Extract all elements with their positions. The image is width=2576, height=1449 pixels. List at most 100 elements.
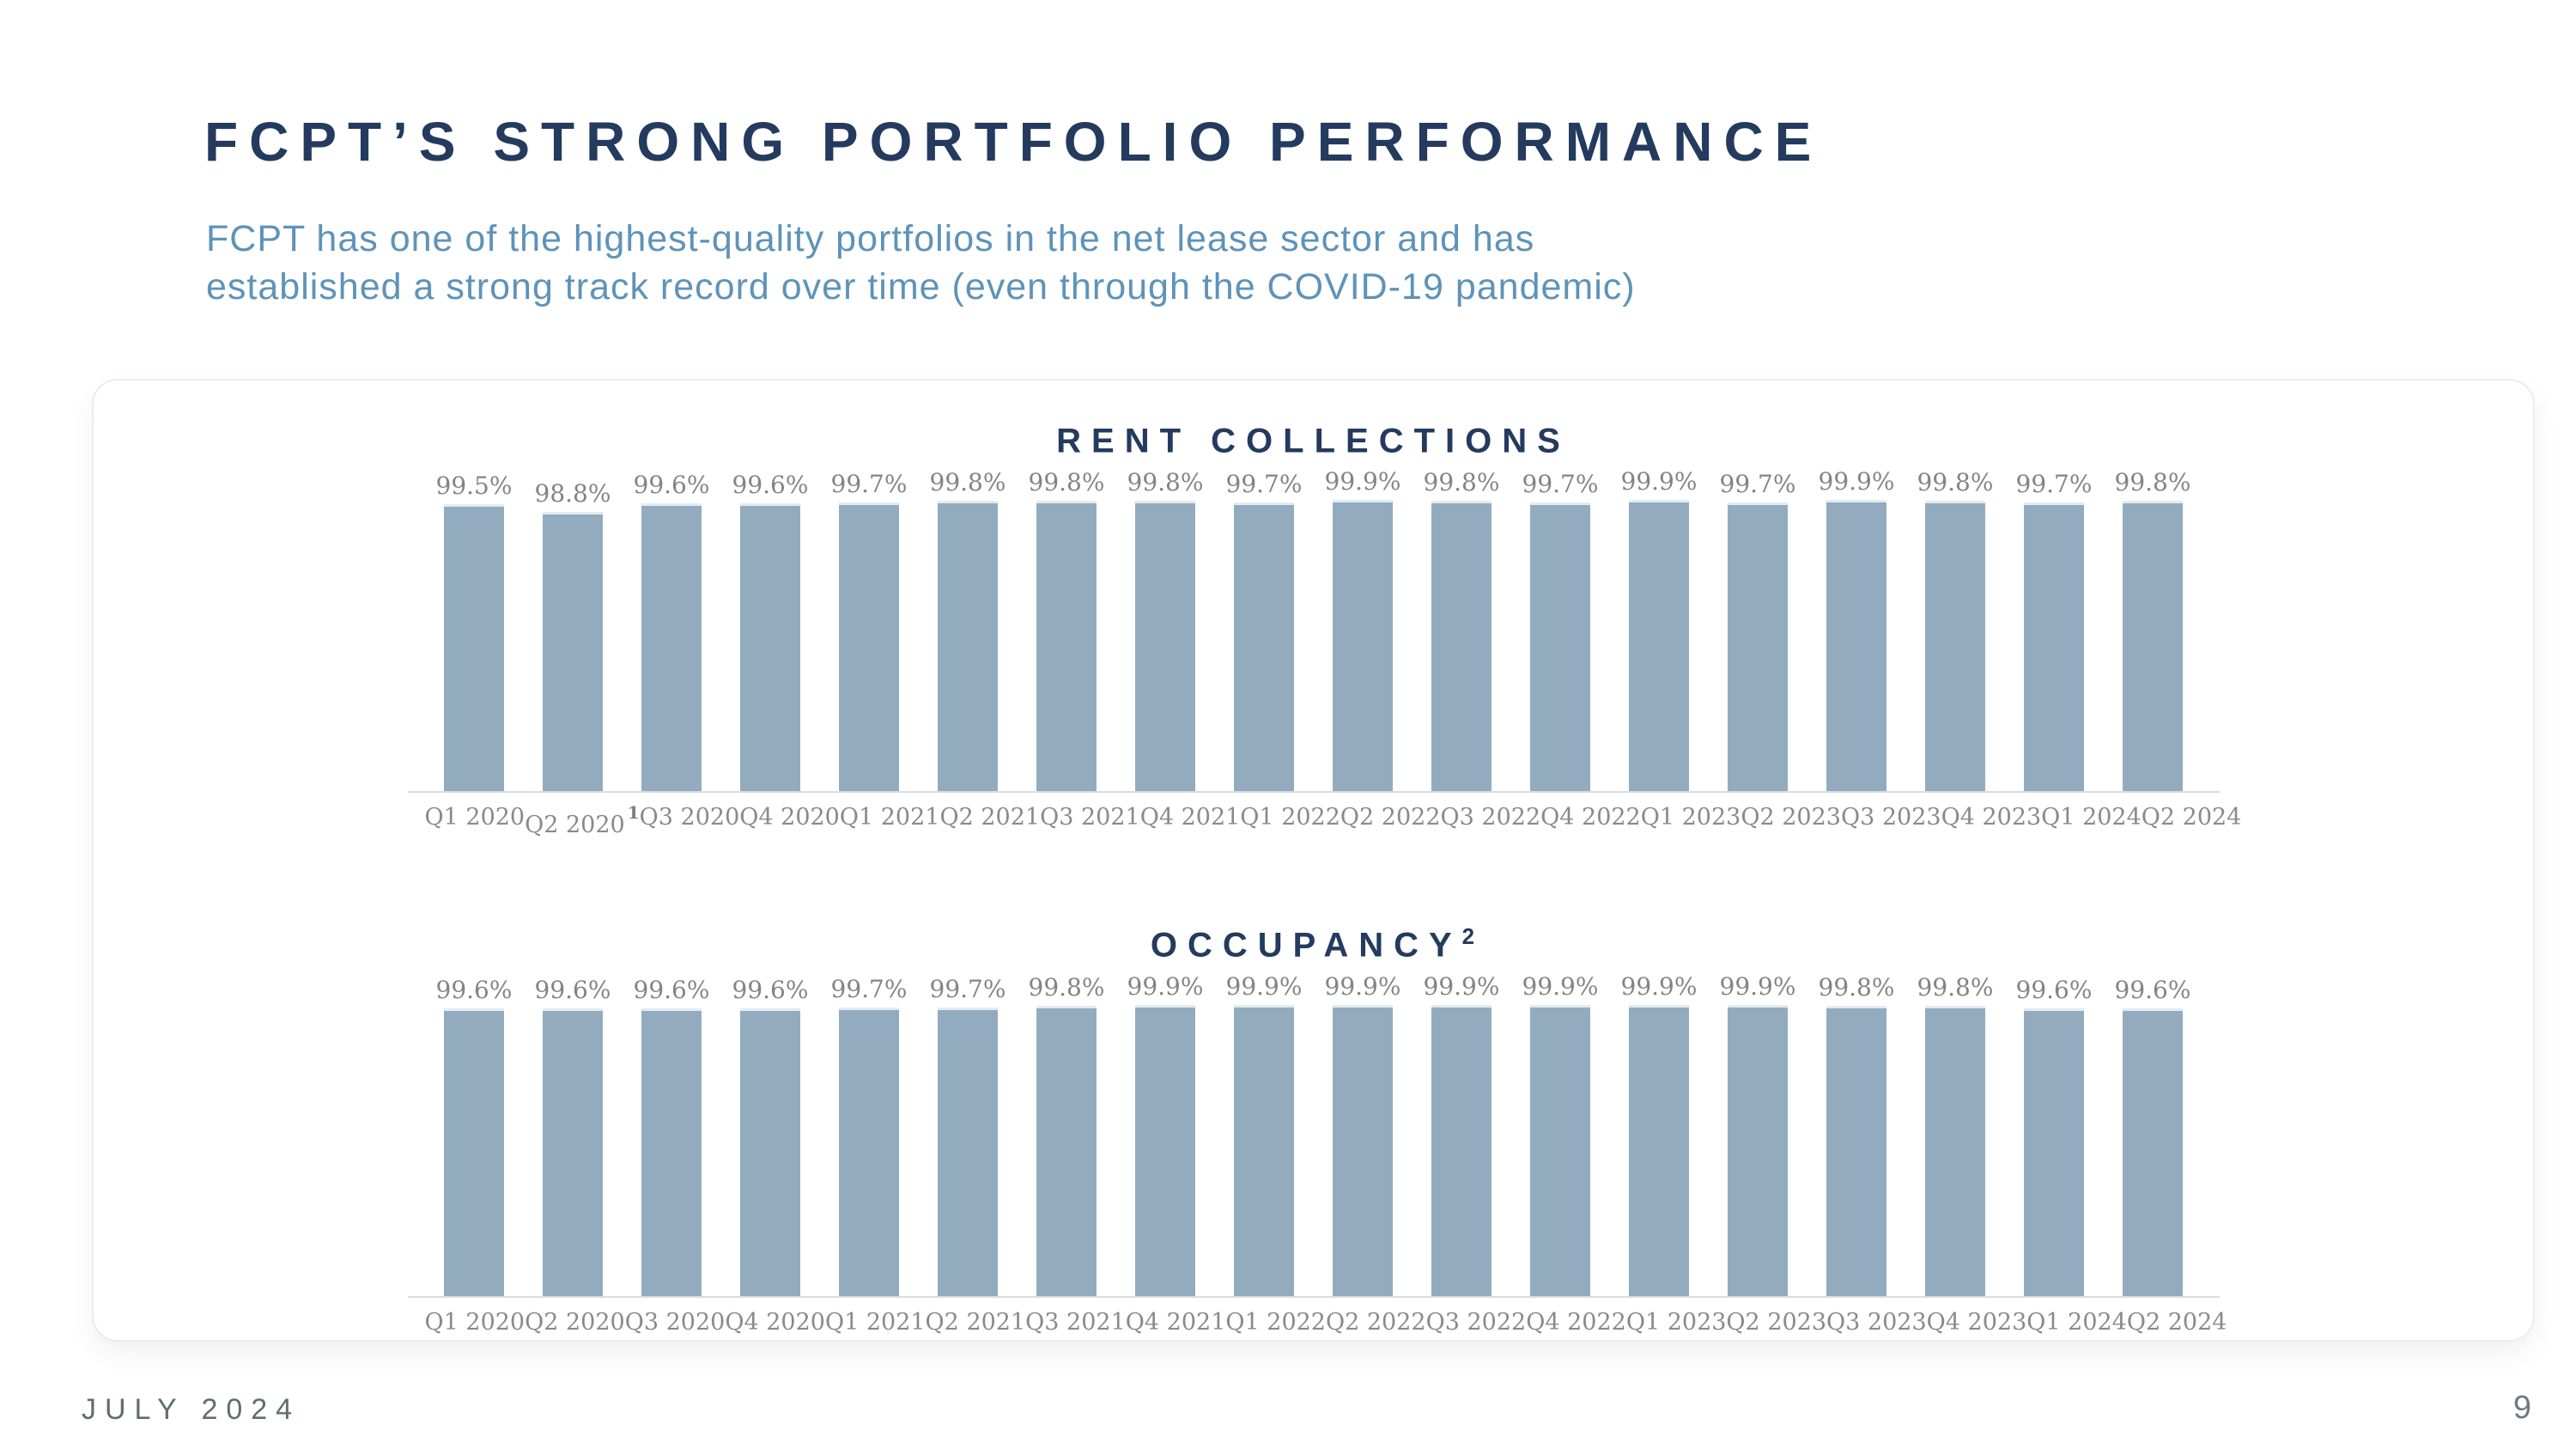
bar <box>1629 500 1689 792</box>
chart-title-rent-collections: RENT COLLECTIONS <box>94 415 2533 458</box>
bar-column: 99.6% <box>2005 977 2104 1296</box>
bar-column: 99.9% <box>1807 469 1906 792</box>
bar-column: 99.9% <box>1413 973 1511 1296</box>
bar <box>543 512 603 792</box>
bar-value-label: 99.6% <box>633 975 710 1004</box>
bar <box>1530 1004 1590 1296</box>
bar <box>1135 501 1195 792</box>
bar-value-label: 99.9% <box>1225 971 1303 1001</box>
bar <box>444 504 504 792</box>
chart-title-text: RENT COLLECTIONS <box>1056 422 1571 460</box>
bar-value-label: 99.9% <box>1423 971 1500 1001</box>
bar <box>1629 1004 1689 1296</box>
bar <box>1234 1004 1294 1296</box>
bar-column: 99.9% <box>1610 973 1709 1296</box>
x-axis-label: Q2 2024 <box>2126 1308 2227 1336</box>
bar-column: 99.6% <box>2104 977 2202 1296</box>
x-axis-label: Q1 2024 <box>2041 804 2142 831</box>
x-axis-label: Q2 2020 <box>525 1308 625 1336</box>
bar <box>641 1008 702 1296</box>
x-axis-label: Q1 2022 <box>1225 1308 1326 1336</box>
bar-value-label: 99.6% <box>534 975 611 1004</box>
bar-column: 99.7% <box>820 472 919 792</box>
bar <box>1333 1004 1393 1296</box>
bar <box>1826 500 1886 792</box>
bar-column: 99.8% <box>1018 470 1116 792</box>
bar-column: 99.8% <box>2104 470 2202 792</box>
bar-column: 99.6% <box>623 977 721 1296</box>
bar <box>2123 1008 2183 1296</box>
bar-column: 99.9% <box>1314 469 1413 792</box>
x-axis: Q1 2020 Q2 2020 1 Q3 2020 Q4 2020 Q1 2021 Q2 2… <box>425 802 2242 840</box>
bar <box>1036 1005 1097 1296</box>
bar-column: 99.8% <box>1018 974 1116 1296</box>
x-axis-label: Q4 2022 <box>1526 1308 1626 1336</box>
x-axis-label: Q4 2023 <box>1941 804 2042 831</box>
x-axis-label: Q1 2023 <box>1625 1308 1727 1336</box>
x-axis-label: Q4 2022 <box>1540 804 1641 831</box>
x-axis-label: Q1 2021 <box>824 1308 926 1336</box>
bar-column: 99.6% <box>721 472 820 792</box>
bar-value-label: 99.7% <box>830 470 908 499</box>
x-axis-label: Q3 2023 <box>1826 1308 1927 1336</box>
x-axis-label: Q2 2024 <box>2141 804 2242 831</box>
bar <box>1036 501 1097 792</box>
bar <box>740 1008 800 1296</box>
bar-column: 99.6% <box>425 977 524 1296</box>
x-axis-label: Q1 2023 <box>1640 804 1741 831</box>
bar-value-label: 99.8% <box>1917 972 1994 1002</box>
bar-column: 99.7% <box>820 976 919 1296</box>
x-axis-label: Q2 2021 <box>925 1308 1026 1336</box>
bar <box>839 1007 899 1296</box>
bar-value-label: 98.8% <box>534 479 611 508</box>
x-axis-label: Q1 2020 <box>424 1308 526 1336</box>
bar-value-label: 99.8% <box>1917 468 1994 497</box>
bar-value-label: 99.8% <box>1028 972 1105 1002</box>
page-number: 9 <box>2512 1390 2531 1426</box>
bar <box>1925 1005 1985 1296</box>
bar-column: 99.7% <box>919 976 1018 1296</box>
subtitle-line-2: established a strong track record over t… <box>206 266 1636 307</box>
x-axis-label: Q3 2022 <box>1440 804 1541 831</box>
x-axis-label: Q4 2021 <box>1125 1308 1226 1336</box>
bar-value-label: 99.6% <box>2015 975 2093 1004</box>
bar <box>740 503 800 792</box>
bar-value-label: 99.7% <box>830 974 908 1003</box>
bar <box>1530 502 1590 792</box>
bar-column: 99.9% <box>1215 973 1314 1296</box>
bar-column: 99.8% <box>919 470 1018 792</box>
bar-column: 99.9% <box>1610 469 1709 792</box>
bar-value-label: 99.9% <box>1620 467 1698 496</box>
bar-column: 99.9% <box>1116 973 1215 1296</box>
bar <box>1728 502 1788 792</box>
x-axis-label: Q4 2020 <box>739 804 840 831</box>
x-axis-label: Q2 2020 1 <box>525 802 640 839</box>
bar-value-label: 99.6% <box>435 975 513 1004</box>
bar-column: 99.8% <box>1906 470 2005 792</box>
bar-value-label: 99.6% <box>2114 975 2191 1004</box>
x-axis-label: Q2 2023 <box>1741 804 1841 831</box>
chart-title-occupancy: OCCUPANCY2 <box>94 919 2533 962</box>
bar-value-label: 99.6% <box>732 975 809 1004</box>
bar <box>444 1008 504 1296</box>
bar-column: 99.9% <box>1314 973 1413 1296</box>
bar-value-label: 99.9% <box>1620 971 1698 1001</box>
bar-column: 99.6% <box>623 472 721 792</box>
bar-value-label: 99.9% <box>1324 971 1401 1001</box>
bar-column: 99.7% <box>1215 472 1314 792</box>
x-axis-label: Q4 2021 <box>1139 804 1241 831</box>
x-axis-label: Q4 2020 <box>725 1308 825 1336</box>
bar-value-label: 99.7% <box>1225 470 1303 499</box>
bar-value-label: 99.7% <box>1522 470 1599 499</box>
bar <box>2024 502 2084 792</box>
x-axis-label: Q3 2021 <box>1040 804 1140 831</box>
bar-value-label: 99.9% <box>1324 467 1401 496</box>
rent-collections-chart: RENT COLLECTIONS 99.5% 98.8% 99.6% 99.6% 99.… <box>94 415 2533 840</box>
bar-value-label: 99.8% <box>929 468 1006 497</box>
x-axis-label: Q1 2021 <box>839 804 940 831</box>
bar <box>1925 501 1985 792</box>
plot-area-baseline: 99.6% 99.6% 99.6% 99.6% 99.7% 99.7% 99.8% 99.9%… <box>407 973 2220 1298</box>
bar <box>1333 500 1393 792</box>
bar-column: 99.8% <box>1116 470 1215 792</box>
chart-title-superscript: 2 <box>1461 923 1477 950</box>
